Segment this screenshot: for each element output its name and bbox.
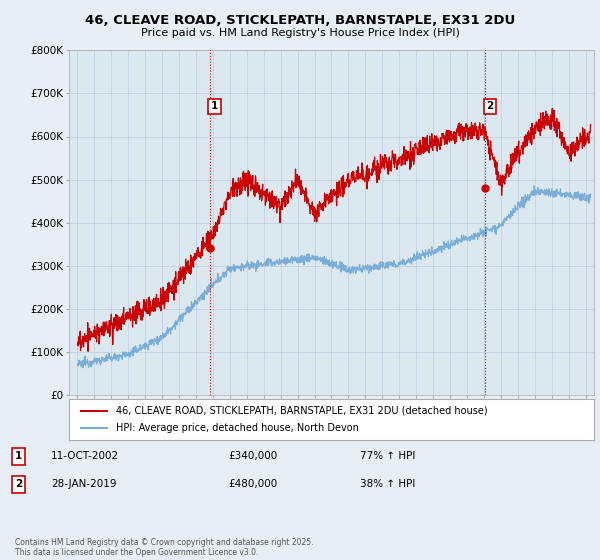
Text: 28-JAN-2019: 28-JAN-2019	[51, 479, 116, 489]
Text: Contains HM Land Registry data © Crown copyright and database right 2025.
This d: Contains HM Land Registry data © Crown c…	[15, 538, 314, 557]
Text: HPI: Average price, detached house, North Devon: HPI: Average price, detached house, Nort…	[116, 423, 359, 433]
Text: 38% ↑ HPI: 38% ↑ HPI	[360, 479, 415, 489]
Text: 77% ↑ HPI: 77% ↑ HPI	[360, 451, 415, 461]
Text: £480,000: £480,000	[228, 479, 277, 489]
Text: 11-OCT-2002: 11-OCT-2002	[51, 451, 119, 461]
Text: 46, CLEAVE ROAD, STICKLEPATH, BARNSTAPLE, EX31 2DU: 46, CLEAVE ROAD, STICKLEPATH, BARNSTAPLE…	[85, 14, 515, 27]
Text: 2: 2	[487, 101, 494, 111]
Text: 46, CLEAVE ROAD, STICKLEPATH, BARNSTAPLE, EX31 2DU (detached house): 46, CLEAVE ROAD, STICKLEPATH, BARNSTAPLE…	[116, 405, 488, 416]
Text: 2: 2	[15, 479, 22, 489]
Text: 1: 1	[211, 101, 218, 111]
Text: Price paid vs. HM Land Registry's House Price Index (HPI): Price paid vs. HM Land Registry's House …	[140, 28, 460, 38]
Text: 1: 1	[15, 451, 22, 461]
Text: £340,000: £340,000	[228, 451, 277, 461]
